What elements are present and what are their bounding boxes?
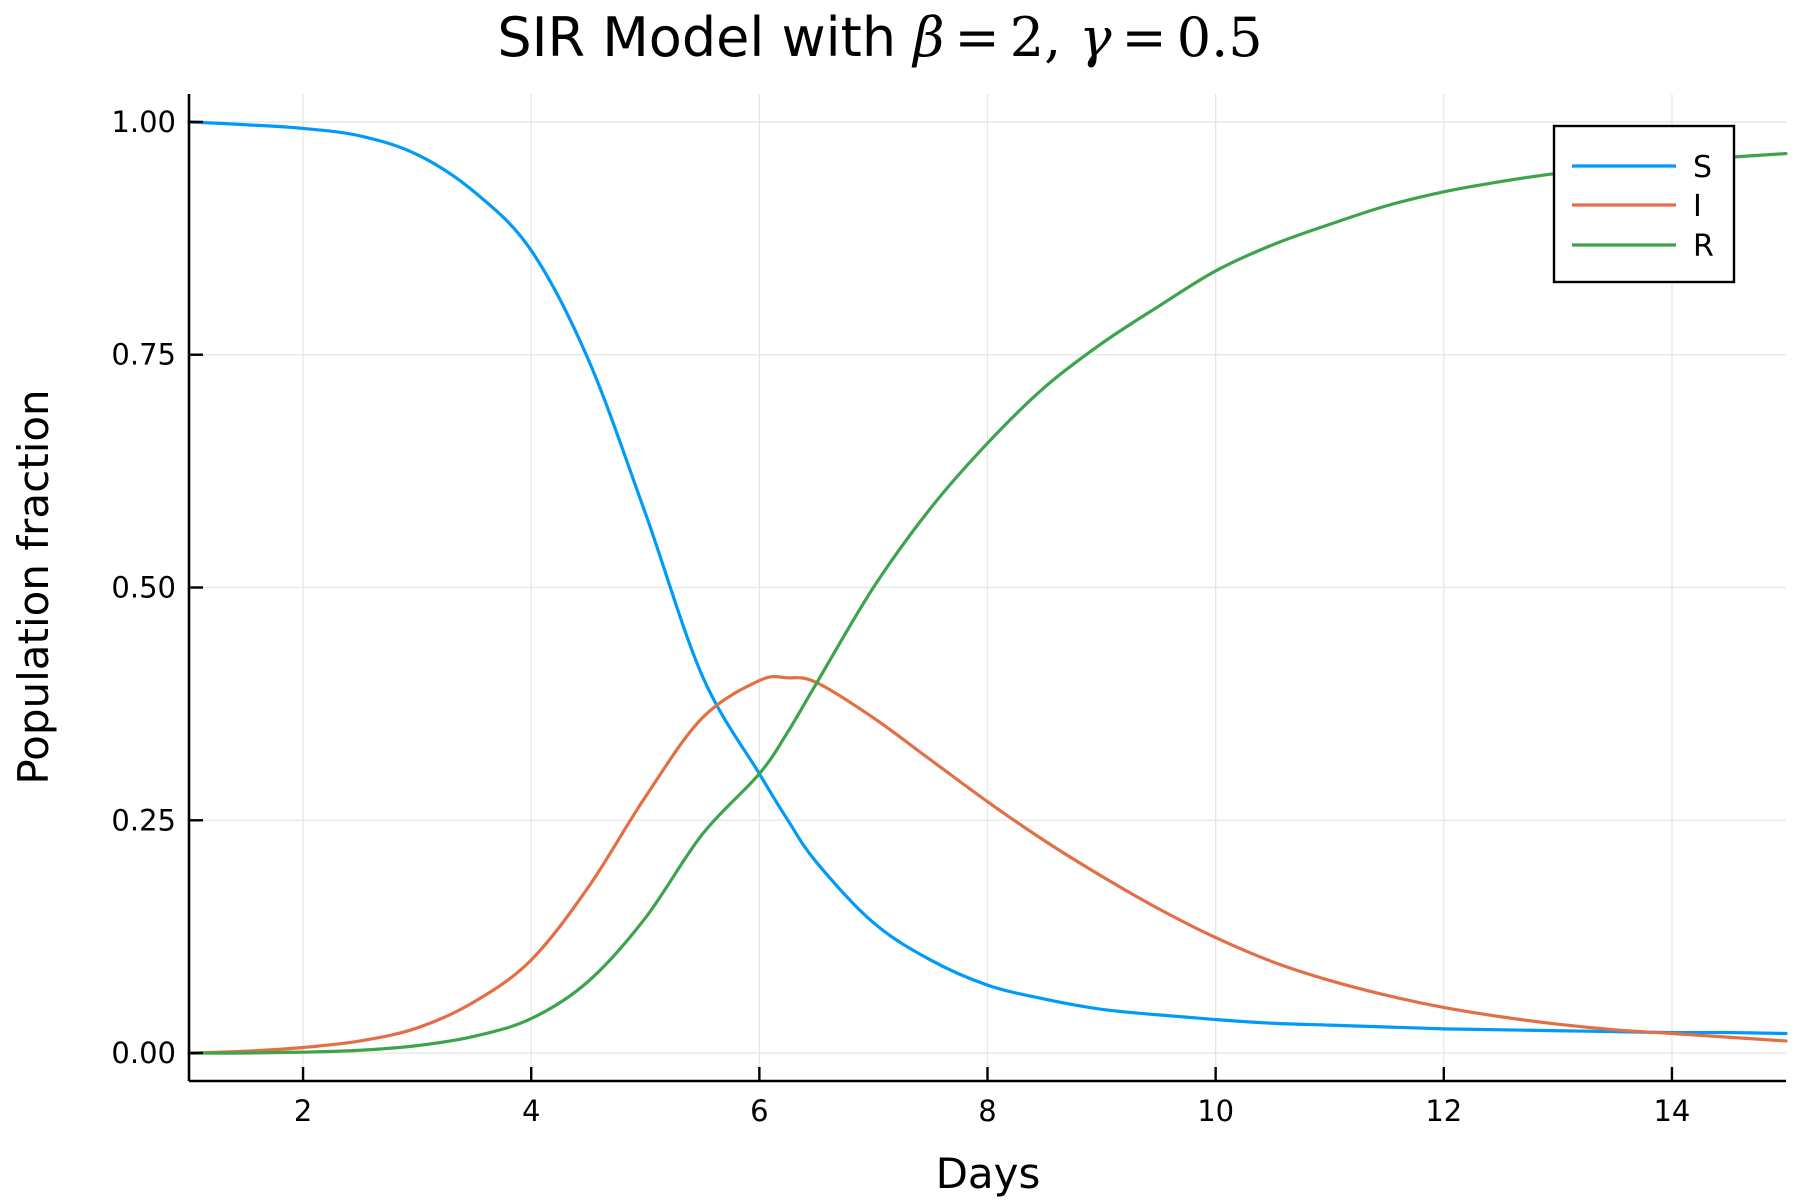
legend-label-i: I: [1693, 189, 1702, 224]
y-axis-label: Population fraction: [9, 389, 58, 784]
x-tick-label: 4: [522, 1094, 540, 1128]
chart-title-gamma-value: 0.5: [1177, 6, 1263, 69]
legend: S I R: [1552, 124, 1736, 284]
chart-title-prefix: SIR Model with: [497, 6, 913, 69]
y-tick-label: 0.75: [111, 338, 176, 372]
series-lines: [187, 120, 1788, 1055]
x-axis-label: Days: [936, 1149, 1041, 1198]
y-tick-label: 0.25: [111, 803, 176, 837]
chart-title-beta-equals: =: [954, 6, 999, 69]
series-line-r: [187, 151, 1788, 1055]
series-line-i: [187, 674, 1788, 1055]
x-tick-label: 10: [1197, 1094, 1234, 1128]
chart-title-beta-symbol: β: [911, 6, 944, 69]
y-tick-label: 0.50: [111, 571, 176, 605]
x-tick-label: 8: [978, 1094, 996, 1128]
x-tick-label: 14: [1653, 1094, 1690, 1128]
legend-label-r: R: [1693, 229, 1714, 264]
y-tick-label: 1.00: [111, 105, 176, 139]
chart-title-gamma-equals: =: [1122, 6, 1167, 69]
grid: [189, 94, 1786, 1081]
x-tick-label: 12: [1425, 1094, 1462, 1128]
x-tick-label: 6: [750, 1094, 768, 1128]
chart-title-beta-value: 2: [1010, 6, 1044, 69]
series-line-s: [187, 120, 1788, 1036]
chart-title-separator: ,: [1044, 6, 1061, 69]
chart-title-gamma-symbol: γ: [1079, 6, 1112, 69]
legend-label-s: S: [1693, 150, 1712, 185]
chart-title: SIR Model with β = 2, γ = 0.5: [497, 6, 1262, 69]
x-tick-label: 2: [294, 1094, 312, 1128]
ticks: 2 4 6 8 10 12 14 0.00 0.25 0.50 0.75 1.00: [111, 105, 1690, 1128]
y-tick-label: 0.00: [111, 1036, 176, 1070]
